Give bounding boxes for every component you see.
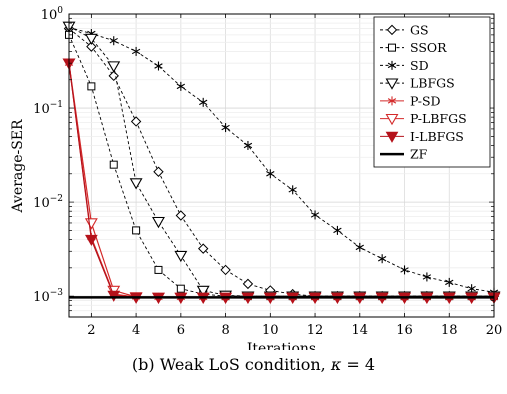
data-point-sd xyxy=(199,97,208,107)
x-tick-label: 18 xyxy=(441,323,458,338)
y-tick-label-exponent: −2 xyxy=(50,194,63,204)
legend-label-gs: GS xyxy=(410,22,429,37)
y-tick-label-exponent: 0 xyxy=(57,6,63,16)
series-line-sd xyxy=(68,26,495,293)
data-point-ssor xyxy=(109,160,118,169)
x-tick-label: 12 xyxy=(307,323,324,338)
legend-entry-p-lbfgs: P-LBFGS xyxy=(380,111,467,126)
data-point-i-lbfgs xyxy=(107,290,121,302)
legend-entry-zf: ZF xyxy=(380,147,428,162)
data-point-gs xyxy=(108,70,119,82)
y-tick-label-base: 10 xyxy=(33,196,50,211)
legend-marker-ssor xyxy=(388,43,396,52)
legend: GS SSOR SD LBFGS P-SD P-LBFGS I-LBFGS ZF xyxy=(373,16,491,168)
data-point-sd xyxy=(310,210,320,220)
data-point-gs xyxy=(153,166,164,177)
data-point-lbfgs xyxy=(84,33,98,46)
data-point-sd xyxy=(377,254,387,264)
legend-label-zf: ZF xyxy=(410,147,428,162)
x-tick-label: 16 xyxy=(396,323,413,338)
legend-entry-sd: SD xyxy=(380,58,429,73)
legend-label-ssor: SSOR xyxy=(410,40,447,55)
data-point-i-lbfgs xyxy=(85,234,98,247)
x-tick-label: 2 xyxy=(87,323,95,338)
data-point-ssor xyxy=(132,226,141,235)
data-point-gs xyxy=(242,278,254,290)
axes-frame xyxy=(68,13,495,318)
y-tick-label: 100 xyxy=(41,6,64,23)
legend-entry-p-sd: P-SD xyxy=(380,93,441,108)
series-line-gs xyxy=(68,28,494,297)
legend-label-p-sd: P-SD xyxy=(410,93,441,108)
x-tick-label: 6 xyxy=(177,323,185,338)
data-point-sd xyxy=(109,36,118,46)
data-point-p-lbfgs xyxy=(84,218,98,230)
legend-box xyxy=(373,16,491,168)
data-point-sd xyxy=(243,140,253,150)
x-axis-label: Iterations xyxy=(247,341,316,350)
x-tick-label: 20 xyxy=(486,323,503,338)
data-point-sd xyxy=(445,277,454,287)
legend-entry-ssor: SSOR xyxy=(380,40,447,55)
data-point-sd xyxy=(176,81,186,91)
legend-label-i-lbfgs: I-LBFGS xyxy=(410,129,464,144)
legend-marker-i-lbfgs xyxy=(385,131,399,143)
data-point-sd xyxy=(131,46,141,56)
x-tick-label: 14 xyxy=(352,323,369,338)
legend-label-lbfgs: LBFGS xyxy=(410,76,455,91)
data-point-ssor xyxy=(176,284,185,293)
y-tick-label-base: 10 xyxy=(33,102,50,117)
legend-marker-sd xyxy=(387,60,397,70)
legend-marker-p-lbfgs xyxy=(385,113,399,126)
y-tick-label: 10−3 xyxy=(33,288,63,305)
data-point-sd xyxy=(288,185,297,195)
y-tick-label-exponent: −1 xyxy=(50,100,63,110)
figure-caption: (b) Weak LoS condition, κ = 4 xyxy=(0,355,507,374)
y-tick-label-exponent: −3 xyxy=(50,288,64,298)
data-point-lbfgs xyxy=(196,285,210,298)
data-point-gs xyxy=(175,210,187,221)
legend-marker-p-sd xyxy=(387,96,397,106)
data-point-gs xyxy=(220,264,231,276)
data-point-sd xyxy=(355,242,364,252)
y-tick-label: 10−2 xyxy=(33,194,63,211)
legend-entry-gs: GS xyxy=(380,22,429,37)
data-point-sd xyxy=(154,61,163,71)
legend-marker-lbfgs xyxy=(385,78,399,90)
data-point-sd xyxy=(221,123,230,133)
y-tick-label-base: 10 xyxy=(41,8,58,23)
y-tick-label-base: 10 xyxy=(33,290,50,305)
data-point-lbfgs xyxy=(174,250,188,263)
x-tick-label: 8 xyxy=(221,323,229,338)
legend-entry-i-lbfgs: I-LBFGS xyxy=(380,129,464,144)
caption-kappa: κ xyxy=(330,355,342,374)
data-point-sd xyxy=(333,225,342,235)
series-sd xyxy=(64,22,499,297)
data-point-gs xyxy=(86,41,97,52)
legend-label-sd: SD xyxy=(410,58,429,73)
data-point-lbfgs xyxy=(107,61,121,73)
x-tick-label: 4 xyxy=(132,323,140,338)
x-tick-label: 10 xyxy=(262,323,279,338)
legend-label-p-lbfgs: P-LBFGS xyxy=(410,111,467,126)
legend-marker-gs xyxy=(386,24,398,36)
data-point-gs xyxy=(130,116,142,127)
data-point-ssor xyxy=(154,265,163,274)
data-point-sd xyxy=(422,272,432,282)
series-layer xyxy=(62,21,501,304)
y-axis-label: Average-SER xyxy=(10,119,26,214)
data-point-sd xyxy=(400,265,409,275)
data-point-gs xyxy=(198,243,209,254)
data-point-ssor xyxy=(87,82,96,91)
y-tick-label: 10−1 xyxy=(33,100,63,117)
data-point-lbfgs xyxy=(129,178,143,190)
data-point-lbfgs xyxy=(152,216,165,229)
series-line-lbfgs xyxy=(68,25,494,297)
caption-label: (b) Weak LoS condition, xyxy=(131,355,331,374)
caption-equals: = 4 xyxy=(341,355,376,374)
data-point-sd xyxy=(266,169,275,179)
legend-entry-lbfgs: LBFGS xyxy=(380,76,455,91)
